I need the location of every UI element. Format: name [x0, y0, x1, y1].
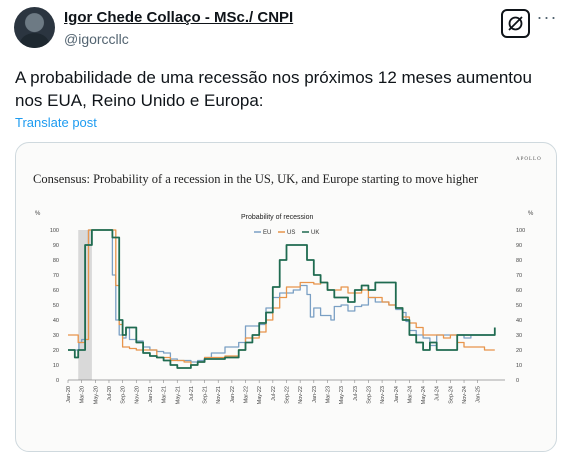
legend-label-uk: UK — [311, 230, 319, 236]
x-tick-label: Jan-21 — [148, 386, 154, 403]
x-tick-label: Sep-20 — [121, 386, 127, 404]
y-tick-label-right: 0 — [516, 378, 519, 384]
post-media-image[interactable]: APOLLO Consensus: Probability of a reces… — [15, 142, 557, 452]
translate-post-link[interactable]: Translate post — [15, 115, 97, 130]
y-tick-label-right: 20 — [516, 348, 522, 354]
x-tick-label: May-24 — [421, 386, 427, 404]
x-tick-label: Sep-23 — [366, 386, 372, 404]
y-unit-left: % — [35, 211, 41, 217]
axis-layer: 0 0 10 10 20 20 30 30 40 40 50 50 60 60 70 70 80 80 90 90 10… — [50, 228, 525, 404]
x-tick-label: Sep-24 — [448, 386, 454, 404]
y-tick-label-left: 80 — [53, 258, 59, 264]
x-tick-label: Jan-20 — [66, 386, 72, 403]
x-tick-label: Nov-22 — [298, 386, 304, 404]
y-tick-label-left: 70 — [53, 273, 59, 279]
y-tick-label-left: 0 — [56, 378, 59, 384]
y-tick-label-right: 30 — [516, 333, 522, 339]
x-tick-label: Jul-24 — [435, 386, 441, 401]
x-tick-label: Nov-20 — [134, 386, 140, 404]
author-handle[interactable]: @igorccllc — [64, 31, 129, 47]
x-tick-label: Mar-23 — [325, 386, 331, 403]
y-tick-label-left: 100 — [50, 228, 59, 234]
x-tick-label: Jan-24 — [394, 386, 400, 403]
x-tick-label: Jul-21 — [189, 386, 195, 401]
x-tick-label: Mar-20 — [80, 386, 86, 403]
y-tick-label-right: 60 — [516, 288, 522, 294]
x-tick-label: Mar-24 — [407, 386, 413, 403]
x-tick-label: Jul-23 — [353, 386, 359, 401]
x-tick-label: May-23 — [339, 386, 345, 404]
legend-label-us: US — [287, 230, 295, 236]
chart-title: Consensus: Probability of a recession in… — [33, 172, 479, 186]
x-tick-label: Nov-21 — [216, 386, 222, 404]
y-tick-label-right: 80 — [516, 258, 522, 264]
x-tick-label: Jan-25 — [476, 386, 482, 403]
x-tick-label: Sep-21 — [203, 386, 209, 404]
author-name[interactable]: Igor Chede Collaço - MSc./ CNPI — [64, 9, 294, 26]
grok-icon — [508, 16, 523, 31]
post-text: A probabilidade de uma recessão nos próx… — [15, 68, 532, 110]
y-tick-label-left: 50 — [53, 303, 59, 309]
series-line-uk — [68, 229, 496, 369]
x-tick-label: Sep-22 — [285, 386, 291, 404]
y-tick-label-left: 20 — [53, 348, 59, 354]
y-tick-label-right: 100 — [516, 228, 525, 234]
chart-brand: APOLLO — [516, 157, 542, 162]
y-tick-label-left: 10 — [53, 363, 59, 369]
recession-probability-chart: APOLLO Consensus: Probability of a reces… — [33, 157, 542, 404]
legend-title: Probability of recession — [241, 214, 313, 221]
grok-button[interactable] — [501, 9, 530, 38]
y-tick-label-left: 90 — [53, 243, 59, 249]
y-tick-label-right: 40 — [516, 318, 522, 324]
x-tick-label: Jan-22 — [230, 386, 236, 403]
x-tick-label: Mar-21 — [162, 386, 168, 403]
y-unit-right: % — [528, 211, 534, 217]
legend-label-eu: EU — [263, 230, 271, 236]
y-tick-label-right: 10 — [516, 363, 522, 369]
y-tick-label-right: 50 — [516, 303, 522, 309]
y-tick-label-left: 60 — [53, 288, 59, 294]
x-tick-label: Jan-23 — [312, 386, 318, 403]
x-tick-label: Mar-22 — [244, 386, 250, 403]
avatar[interactable] — [14, 7, 55, 48]
x-tick-label: Nov-23 — [380, 386, 386, 404]
y-tick-label-right: 90 — [516, 243, 522, 249]
y-tick-label-right: 70 — [516, 273, 522, 279]
x-tick-label: Nov-24 — [462, 386, 468, 404]
x-tick-label: May-21 — [175, 386, 181, 404]
x-tick-label: Jul-20 — [107, 386, 113, 401]
chart-legend: EU US UK — [254, 230, 319, 236]
y-tick-label-left: 30 — [53, 333, 59, 339]
x-tick-label: Jul-22 — [271, 386, 277, 401]
x-tick-label: May-20 — [93, 386, 99, 404]
series-layer — [68, 229, 496, 369]
y-tick-label-left: 40 — [53, 318, 59, 324]
x-tick-label: May-22 — [257, 386, 263, 404]
more-button[interactable]: ··· — [536, 7, 558, 27]
